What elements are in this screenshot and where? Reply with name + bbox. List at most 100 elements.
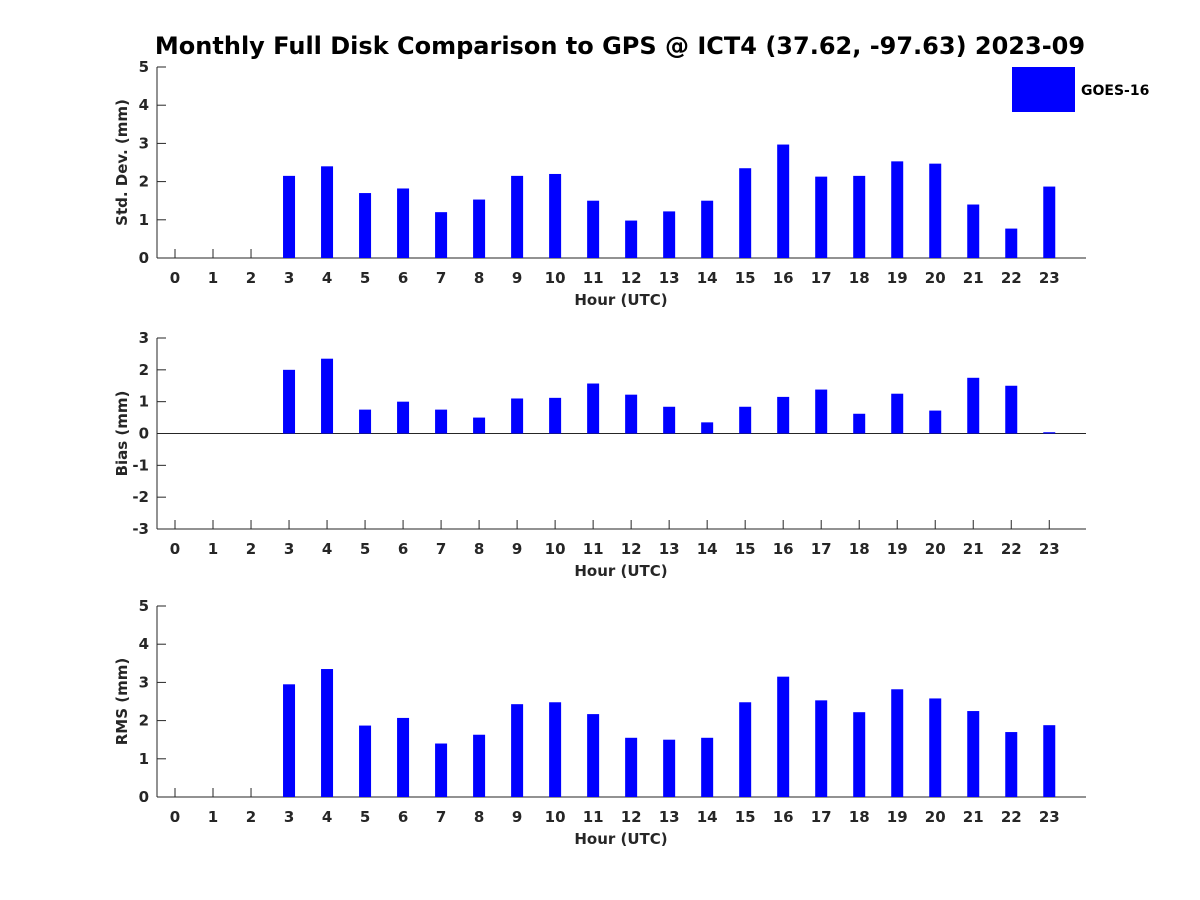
x-tick-label: 9 — [512, 540, 522, 558]
bar-hour-9 — [511, 704, 524, 797]
y-tick-label: 0 — [139, 788, 149, 806]
bar-hour-16 — [777, 676, 790, 797]
x-tick-label: 0 — [170, 808, 180, 826]
x-tick-label: 18 — [849, 540, 870, 558]
x-tick-label: 11 — [583, 540, 604, 558]
bar-hour-23 — [1043, 432, 1056, 434]
x-tick-label: 23 — [1039, 540, 1060, 558]
y-tick-label: 5 — [139, 597, 149, 615]
y-tick-label: 0 — [139, 249, 149, 267]
x-tick-label: 14 — [697, 808, 718, 826]
x-axis-label: Hour (UTC) — [574, 830, 667, 848]
bar-hour-6 — [397, 401, 410, 434]
bar-hour-9 — [511, 175, 524, 258]
x-tick-label: 8 — [474, 269, 484, 287]
x-tick-label: 15 — [735, 540, 756, 558]
bar-hour-3 — [283, 175, 296, 258]
bar-hour-11 — [587, 200, 600, 258]
x-tick-label: 16 — [773, 808, 794, 826]
x-tick-label: 6 — [398, 269, 408, 287]
x-tick-label: 11 — [583, 269, 604, 287]
x-tick-label: 8 — [474, 540, 484, 558]
bar-hour-19 — [891, 393, 904, 434]
bar-hour-6 — [397, 188, 410, 258]
y-tick-label: 2 — [139, 173, 149, 191]
x-tick-label: 13 — [659, 808, 680, 826]
x-tick-label: 20 — [925, 540, 946, 558]
bar-hour-19 — [891, 689, 904, 797]
bar-hour-8 — [473, 734, 486, 797]
bar-hour-12 — [625, 394, 638, 434]
x-tick-label: 6 — [398, 540, 408, 558]
x-tick-label: 7 — [436, 269, 446, 287]
bar-hour-3 — [283, 684, 296, 797]
bar-hour-22 — [1005, 385, 1018, 434]
y-tick-label: 3 — [139, 329, 149, 347]
x-tick-label: 0 — [170, 540, 180, 558]
bar-hour-21 — [967, 204, 980, 258]
bar-hour-19 — [891, 161, 904, 258]
x-tick-label: 16 — [773, 540, 794, 558]
x-tick-label: 0 — [170, 269, 180, 287]
x-tick-label: 1 — [208, 269, 218, 287]
bar-hour-10 — [549, 397, 562, 434]
y-tick-label: 3 — [139, 673, 149, 691]
x-tick-label: 21 — [963, 540, 984, 558]
bar-hour-18 — [853, 175, 866, 258]
x-tick-label: 22 — [1001, 540, 1022, 558]
bar-hour-14 — [701, 737, 714, 797]
bar-hour-18 — [853, 712, 866, 797]
x-tick-label: 3 — [284, 540, 294, 558]
y-axis-label: Bias (mm) — [113, 391, 131, 477]
x-tick-label: 3 — [284, 808, 294, 826]
x-tick-label: 15 — [735, 269, 756, 287]
x-tick-label: 8 — [474, 808, 484, 826]
bar-hour-17 — [815, 389, 828, 434]
bar-hour-5 — [359, 725, 372, 797]
bar-hour-11 — [587, 714, 600, 797]
x-tick-label: 12 — [621, 808, 642, 826]
bar-hour-8 — [473, 199, 486, 258]
x-tick-label: 17 — [811, 269, 832, 287]
x-tick-label: 20 — [925, 808, 946, 826]
bar-hour-15 — [739, 168, 752, 258]
bar-hour-13 — [663, 211, 676, 258]
bar-hour-14 — [701, 422, 714, 434]
x-tick-label: 2 — [246, 269, 256, 287]
x-tick-label: 5 — [360, 540, 370, 558]
bar-hour-13 — [663, 739, 676, 797]
x-tick-label: 23 — [1039, 269, 1060, 287]
bar-hour-4 — [321, 358, 334, 434]
y-tick-label: 2 — [139, 712, 149, 730]
x-tick-label: 12 — [621, 540, 642, 558]
bar-hour-22 — [1005, 732, 1018, 797]
y-tick-label: 5 — [139, 58, 149, 76]
bar-hour-5 — [359, 409, 372, 434]
x-axis-label: Hour (UTC) — [574, 562, 667, 580]
y-tick-label: 3 — [139, 134, 149, 152]
bar-hour-17 — [815, 176, 828, 258]
bar-hour-9 — [511, 398, 524, 434]
x-tick-label: 6 — [398, 808, 408, 826]
bar-hour-20 — [929, 410, 942, 434]
y-tick-label: 4 — [139, 96, 149, 114]
x-tick-label: 14 — [697, 540, 718, 558]
x-tick-label: 12 — [621, 269, 642, 287]
x-tick-label: 19 — [887, 269, 908, 287]
x-tick-label: 15 — [735, 808, 756, 826]
y-tick-label: 0 — [139, 425, 149, 443]
x-tick-label: 21 — [963, 269, 984, 287]
y-tick-label: 1 — [139, 393, 149, 411]
bar-hour-22 — [1005, 228, 1018, 258]
bar-hour-17 — [815, 700, 828, 797]
x-tick-label: 3 — [284, 269, 294, 287]
y-tick-label: -3 — [132, 520, 149, 538]
bar-hour-16 — [777, 396, 790, 434]
x-tick-label: 5 — [360, 808, 370, 826]
x-tick-label: 14 — [697, 269, 718, 287]
x-tick-label: 23 — [1039, 808, 1060, 826]
legend-label-goes-16: GOES-16 — [1081, 83, 1149, 99]
